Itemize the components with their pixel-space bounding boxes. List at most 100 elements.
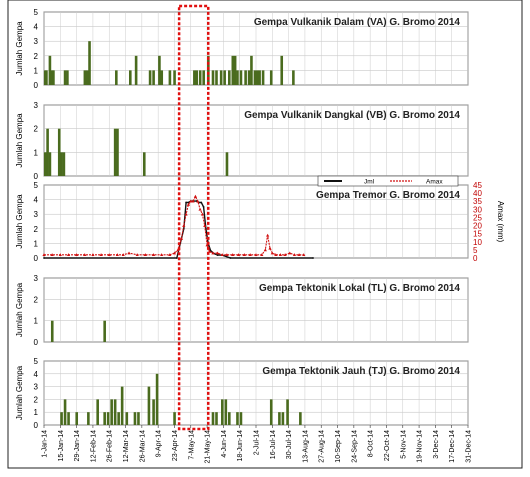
y-axis-label: Jumlah Gempa — [15, 113, 24, 168]
right-y-tick-label: 10 — [473, 238, 482, 247]
bar — [75, 412, 79, 425]
bar — [142, 152, 146, 176]
point-amax — [127, 251, 131, 255]
bar — [103, 320, 106, 342]
y-tick-label: 4 — [34, 196, 39, 205]
bar — [173, 412, 176, 425]
bar — [280, 55, 284, 85]
y-tick-label: 4 — [34, 23, 39, 32]
point-amax — [143, 253, 147, 257]
legend-label-amax: Amax — [426, 179, 443, 186]
point-amax — [220, 253, 224, 257]
bar — [299, 412, 302, 425]
y-tick-label: 1 — [34, 239, 39, 248]
bar — [87, 412, 90, 425]
bar — [117, 412, 120, 425]
right-y-tick-label: 0 — [473, 254, 478, 263]
bar — [134, 55, 138, 85]
y-tick-label: 0 — [34, 172, 39, 181]
right-y-tick-label: 20 — [473, 222, 482, 231]
bar — [239, 70, 243, 85]
bar — [125, 412, 129, 425]
shared-x-axis: 1-Jan-14 15-Jan-14 29-Jan-14 12-Feb-14 26-Fe… — [42, 425, 473, 463]
point-amax — [292, 253, 297, 257]
bar — [215, 70, 218, 85]
point-jml — [209, 249, 212, 252]
bar — [158, 55, 161, 85]
x-tick-label: 3-Dec-14 — [433, 430, 440, 459]
bar — [43, 152, 47, 176]
x-tick-label: 13-Aug-14 — [302, 430, 309, 463]
x-tick-label: 2-Jul-14 — [254, 430, 261, 455]
point-amax — [288, 251, 292, 255]
right-y-axis-label: Amax (mm) — [496, 201, 505, 243]
point-amax — [99, 253, 103, 257]
y-tick-label: 1 — [34, 317, 39, 326]
point-amax — [193, 194, 198, 198]
figure-frame — [7, 0, 523, 469]
bar — [219, 70, 223, 85]
x-tick-label: 22-Oct-14 — [384, 430, 391, 461]
point-amax — [42, 253, 46, 257]
bar — [85, 70, 89, 85]
x-tick-label: 19-Nov-14 — [417, 430, 424, 463]
point-amax — [179, 236, 184, 240]
bar — [215, 412, 218, 425]
bar — [57, 128, 61, 176]
bar — [239, 412, 243, 425]
x-tick-label: 30-Jul-14 — [286, 430, 293, 459]
point-amax — [196, 199, 200, 203]
y-axis-label: Jumlah Gempa — [15, 21, 24, 76]
point-amax — [107, 253, 111, 257]
y-tick-label: 2 — [34, 52, 39, 61]
x-tick-label: 26-Mar-14 — [139, 430, 146, 462]
x-tick-label: 5-Nov-14 — [400, 430, 407, 459]
point-amax — [254, 253, 258, 257]
x-tick-label: 10-Sep-14 — [335, 430, 342, 463]
point-amax — [225, 253, 229, 257]
point-amax — [278, 253, 283, 257]
point-amax — [66, 253, 71, 257]
point-amax — [203, 223, 207, 227]
bar — [110, 399, 113, 425]
bar — [63, 70, 67, 85]
x-tick-label: 16-Jul-14 — [270, 430, 277, 459]
point-jml — [185, 201, 188, 204]
bar — [253, 70, 257, 85]
point-amax — [50, 253, 54, 257]
x-tick-label: 12-Mar-14 — [123, 430, 130, 462]
bar — [225, 152, 229, 176]
bar — [152, 70, 155, 85]
point-amax — [200, 212, 205, 216]
bar — [173, 70, 176, 85]
x-tick-label: 4-Jun-14 — [221, 430, 228, 458]
y-axis-label: Jumlah Gempa — [15, 282, 24, 337]
bar — [63, 399, 67, 425]
bar — [228, 412, 231, 425]
point-amax — [248, 253, 252, 257]
point-amax — [184, 212, 188, 216]
y-tick-label: 5 — [34, 181, 39, 190]
bar — [244, 70, 247, 85]
bar — [148, 70, 152, 85]
point-amax — [191, 199, 195, 203]
legend: Jml Amax — [317, 175, 459, 187]
y-tick-label: 1 — [34, 408, 39, 417]
panel-title: Gempa Tektonik Jauh (TJ) G. Bromo 2014 — [262, 366, 460, 377]
bar — [221, 399, 224, 425]
bar — [45, 70, 48, 85]
bar — [60, 152, 63, 176]
point-amax — [242, 253, 246, 257]
x-tick-label: 23-Apr-14 — [172, 430, 179, 461]
panel-title: Gempa Tektonik Lokal (TL) G. Bromo 2014 — [259, 283, 460, 294]
bar — [115, 70, 118, 85]
y-tick-label: 3 — [34, 37, 39, 46]
point-jml — [202, 206, 205, 208]
point-amax — [91, 253, 95, 257]
y-tick-label: 1 — [34, 66, 39, 75]
panel-2: 0 1 2 3 Jumlah Gempa Gempa Vulkanik Dangkal (… — [15, 101, 469, 181]
right-y-tick-label: 25 — [473, 213, 482, 222]
panel-1: 0 1 2 3 4 5 Jumlah Gempa Gempa Vulkanik Dalam (… — [15, 8, 469, 90]
bar — [211, 70, 215, 85]
